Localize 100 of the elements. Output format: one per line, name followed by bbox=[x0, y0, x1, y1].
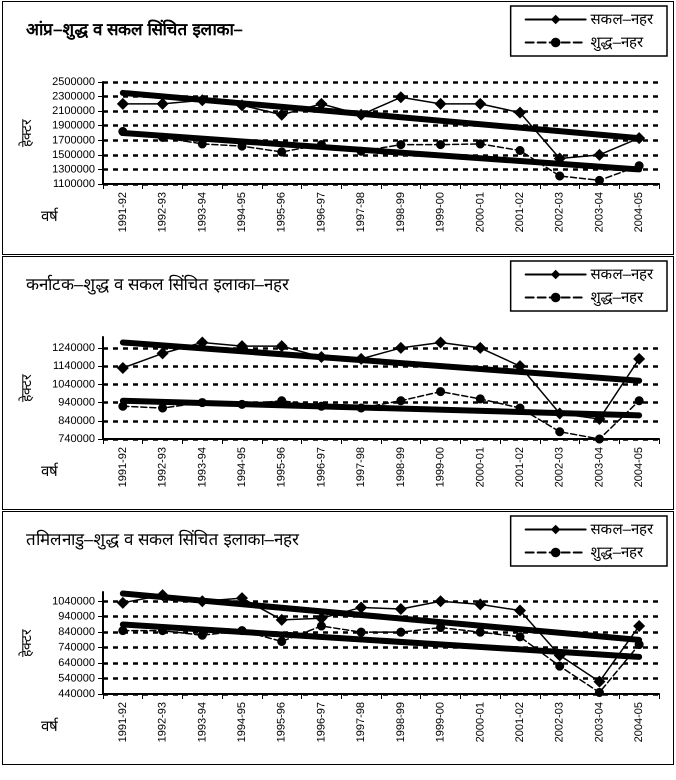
point bbox=[476, 628, 485, 637]
x-tick-label: 1995-96 bbox=[276, 192, 288, 232]
y-tick-label: 1040000 bbox=[52, 595, 95, 608]
y-tick-label: 2300000 bbox=[52, 90, 95, 103]
point bbox=[118, 402, 128, 411]
x-tick-label: 2000-01 bbox=[474, 447, 486, 488]
point bbox=[316, 622, 326, 630]
y-tick-label: 1100000 bbox=[52, 178, 95, 190]
y-axis-title: हेक्टर bbox=[18, 119, 34, 147]
legend-label: सकल–नहर bbox=[590, 521, 654, 538]
point bbox=[474, 98, 486, 110]
x-tick-label: 1996-97 bbox=[315, 702, 328, 742]
x-axis-title: वर्ष bbox=[41, 462, 59, 480]
point bbox=[396, 628, 406, 637]
point bbox=[593, 676, 606, 688]
point bbox=[434, 98, 447, 110]
x-tick-label: 1998-99 bbox=[394, 447, 407, 488]
point bbox=[633, 352, 646, 365]
point bbox=[396, 140, 406, 150]
point bbox=[116, 596, 129, 609]
point bbox=[277, 636, 286, 646]
point bbox=[276, 614, 288, 626]
x-tick-label: 1996-97 bbox=[315, 447, 328, 488]
point bbox=[474, 598, 486, 610]
x-tick-label: 1994-95 bbox=[236, 192, 248, 232]
legend-label: सकल–नहर bbox=[590, 266, 654, 283]
x-axis-title: वर्ष bbox=[41, 717, 59, 735]
y-tick-label: 1700000 bbox=[52, 134, 95, 146]
x-tick-label: 1993-94 bbox=[196, 447, 208, 488]
point bbox=[158, 404, 168, 413]
point bbox=[394, 91, 407, 104]
x-tick-label: 1995-96 bbox=[276, 447, 288, 488]
point bbox=[156, 347, 169, 360]
x-tick-label: 1993-94 bbox=[196, 702, 208, 742]
y-tick-label: 940000 bbox=[58, 396, 95, 409]
point bbox=[356, 628, 366, 637]
y-tick-label: 1240000 bbox=[52, 342, 95, 354]
x-tick-label: 1992-93 bbox=[156, 702, 169, 742]
x-tick-label: 1999-00 bbox=[434, 702, 447, 742]
point bbox=[514, 604, 526, 617]
legend-label: शुद्ध–नहर bbox=[590, 34, 644, 52]
point bbox=[356, 404, 366, 413]
point bbox=[158, 132, 168, 142]
legend-label: शुद्ध–नहर bbox=[590, 544, 644, 562]
y-tick-label: 1300000 bbox=[52, 163, 95, 176]
x-tick-label: 2003-04 bbox=[593, 447, 606, 488]
point bbox=[156, 98, 169, 110]
point bbox=[236, 99, 248, 112]
point bbox=[436, 387, 446, 396]
x-tick-label: 1994-95 bbox=[236, 447, 248, 488]
y-tick-label: 2100000 bbox=[52, 105, 95, 118]
point bbox=[555, 171, 564, 180]
y-axis-title: हेक्टर bbox=[18, 374, 34, 402]
chart-title: तमिलनाडु–शुद्ध व सकल सिंचित इलाका–नहर bbox=[26, 529, 300, 550]
chart-title: आंप्र–शुद्ध व सकल सिंचित इलाका– bbox=[26, 19, 243, 40]
point bbox=[238, 626, 246, 636]
point bbox=[634, 396, 644, 406]
point bbox=[396, 396, 406, 406]
point bbox=[594, 434, 604, 444]
point bbox=[276, 108, 288, 121]
point bbox=[238, 400, 246, 409]
point bbox=[474, 342, 486, 354]
y-tick-label: 540000 bbox=[58, 672, 95, 685]
y-axis-title: हेक्टर bbox=[18, 629, 34, 657]
x-tick-label: 2004-05 bbox=[633, 447, 646, 488]
point bbox=[514, 106, 526, 119]
x-tick-label: 1992-93 bbox=[156, 192, 169, 232]
x-tick-label: 1991-92 bbox=[116, 702, 129, 742]
x-tick-label: 2001-02 bbox=[514, 702, 526, 742]
point bbox=[276, 340, 288, 352]
x-tick-label: 2004-05 bbox=[633, 192, 646, 232]
x-tick-label: 1998-99 bbox=[394, 702, 407, 742]
point bbox=[355, 601, 368, 614]
y-tick-label: 840000 bbox=[58, 414, 95, 427]
point bbox=[156, 589, 169, 602]
point bbox=[555, 662, 564, 671]
point bbox=[516, 632, 524, 642]
y-tick-label: 1040000 bbox=[52, 378, 95, 390]
point bbox=[198, 398, 207, 408]
x-tick-label: 2001-02 bbox=[514, 192, 526, 232]
point bbox=[476, 139, 485, 148]
x-tick-label: 1991-92 bbox=[116, 447, 129, 488]
y-tick-label: 640000 bbox=[58, 657, 95, 670]
point bbox=[116, 362, 129, 374]
x-tick-label: 1991-92 bbox=[116, 192, 129, 232]
y-tick-label: 940000 bbox=[58, 610, 95, 623]
legend-label: शुद्ध–नहर bbox=[590, 289, 644, 307]
x-tick-label: 1999-00 bbox=[434, 192, 447, 232]
point bbox=[116, 98, 129, 110]
point bbox=[594, 688, 604, 697]
x-tick-label: 2003-04 bbox=[593, 702, 606, 742]
point bbox=[634, 640, 644, 650]
legend-label: सकल–नहर bbox=[590, 11, 654, 28]
x-tick-label: 1998-99 bbox=[394, 192, 407, 232]
point bbox=[593, 148, 606, 161]
x-tick-label: 2000-01 bbox=[474, 702, 486, 742]
point bbox=[118, 127, 128, 136]
x-tick-label: 1997-98 bbox=[355, 702, 368, 742]
x-tick-label: 1992-93 bbox=[156, 447, 169, 488]
y-tick-label: 2500000 bbox=[52, 76, 95, 88]
